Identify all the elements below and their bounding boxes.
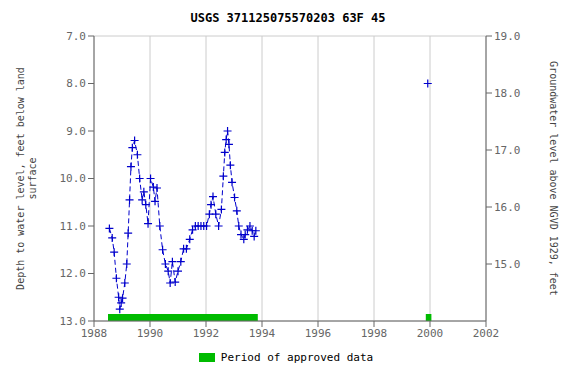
svg-text:Groundwater level above NGVD 1: Groundwater level above NGVD 1929, feet: [548, 61, 559, 296]
svg-text:2002: 2002: [473, 327, 500, 340]
svg-text:1996: 1996: [305, 327, 332, 340]
svg-text:1988: 1988: [81, 327, 108, 340]
svg-text:Depth to water level, feet bel: Depth to water level, feet below landsur…: [15, 67, 38, 290]
html-text:Period of approved data: Period of approved data: [220, 351, 374, 364]
svg-text:2000: 2000: [417, 327, 444, 340]
svg-text:8.0: 8.0: [66, 77, 86, 90]
svg-text:10.0: 10.0: [60, 172, 87, 185]
svg-text:17.0: 17.0: [494, 144, 521, 157]
svg-text:1990: 1990: [137, 327, 164, 340]
svg-text:18.0: 18.0: [494, 87, 521, 100]
svg-text:1998: 1998: [361, 327, 388, 340]
svg-text:1994: 1994: [249, 327, 276, 340]
svg-text:19.0: 19.0: [494, 30, 521, 43]
svg-text:7.0: 7.0: [66, 30, 86, 43]
svg-text:16.0: 16.0: [494, 201, 521, 214]
html-text:USGS 371125075570203 63F 45: USGS 371125075570203 63F 45: [190, 11, 386, 25]
svg-text:1992: 1992: [193, 327, 220, 340]
svg-text:15.0: 15.0: [494, 258, 521, 271]
svg-text:12.0: 12.0: [60, 267, 87, 280]
svg-text:9.0: 9.0: [66, 125, 86, 138]
svg-text:11.0: 11.0: [60, 220, 87, 233]
svg-text:13.0: 13.0: [60, 315, 87, 328]
